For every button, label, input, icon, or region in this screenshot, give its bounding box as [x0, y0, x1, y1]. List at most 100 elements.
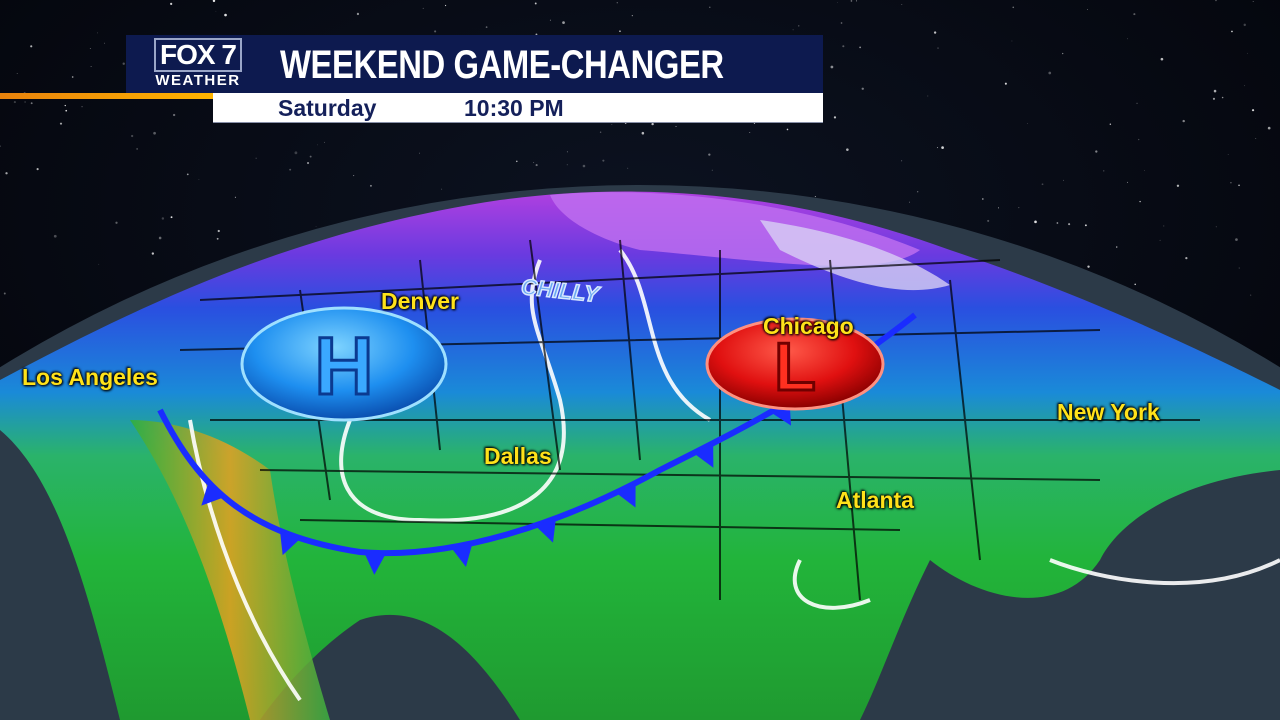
star: [562, 21, 565, 25]
cold-front-triangle: [201, 482, 225, 506]
star: [1004, 82, 1007, 85]
star: [5, 172, 8, 175]
star: [289, 168, 292, 171]
star: [1127, 181, 1129, 183]
star: [217, 229, 220, 233]
star: [1048, 71, 1052, 75]
star: [216, 237, 219, 240]
star: [422, 7, 424, 9]
cold-front-triangle: [615, 482, 636, 508]
star: [315, 225, 317, 227]
star: [619, 30, 621, 33]
star: [1163, 225, 1165, 227]
star: [1243, 23, 1246, 27]
star: [306, 162, 310, 165]
star: [13, 101, 16, 104]
star: [97, 32, 99, 34]
star: [36, 168, 39, 171]
star: [186, 173, 189, 176]
city-chicago: Chicago: [763, 313, 854, 339]
star: [1160, 57, 1164, 61]
star: [837, 1, 838, 3]
star: [1087, 265, 1090, 268]
star: [1267, 126, 1271, 130]
star: [53, 234, 57, 238]
subtitle-bar: [213, 93, 823, 123]
star: [1212, 97, 1216, 100]
star: [797, 25, 800, 27]
star: [1034, 220, 1037, 224]
star: [997, 207, 1000, 209]
star: [89, 48, 91, 49]
star: [786, 128, 789, 131]
low-pressure: L: [705, 317, 885, 411]
star: [936, 147, 939, 149]
city-atlanta: Atlanta: [836, 487, 914, 513]
title-bar: [126, 35, 823, 93]
star: [98, 263, 100, 265]
star: [1103, 170, 1105, 172]
star: [1041, 183, 1044, 186]
star: [170, 2, 173, 5]
star: [324, 141, 325, 143]
star: [1231, 30, 1233, 33]
star: [846, 148, 849, 151]
star: [172, 113, 176, 117]
star: [566, 164, 568, 166]
star: [1084, 224, 1087, 227]
page-title: WEEKEND GAME-CHANGER: [280, 43, 724, 87]
star: [30, 102, 33, 105]
star: [987, 219, 990, 222]
star: [16, 73, 18, 75]
star: [122, 62, 125, 65]
accent-line: [0, 93, 213, 99]
star: [1247, 52, 1248, 54]
star: [1159, 239, 1161, 241]
star: [627, 167, 629, 169]
high-letter: H: [314, 321, 373, 412]
star: [599, 131, 602, 133]
star: [749, 131, 751, 133]
star: [81, 106, 83, 108]
star: [1011, 40, 1013, 42]
star: [485, 26, 488, 29]
star: [353, 175, 355, 177]
star: [441, 188, 443, 190]
star: [1127, 38, 1128, 40]
star: [709, 6, 711, 8]
star: [833, 116, 837, 119]
city-dallas: Dallas: [484, 443, 552, 469]
star: [131, 134, 134, 138]
star: [927, 95, 929, 97]
fox7-weather-logo: FOX 7 WEATHER: [145, 38, 251, 94]
star: [370, 184, 372, 187]
star: [708, 153, 711, 156]
snow-zone: [760, 220, 950, 291]
star: [711, 169, 713, 171]
star: [309, 155, 312, 158]
star: [161, 217, 165, 220]
star: [1251, 109, 1255, 112]
star: [1087, 9, 1088, 10]
star: [30, 45, 33, 48]
star: [675, 126, 677, 127]
star: [104, 42, 106, 44]
star: [255, 157, 257, 159]
star: [1244, 85, 1246, 87]
star: [1018, 207, 1020, 209]
star: [0, 145, 1, 147]
star: [158, 236, 162, 240]
star: [631, 15, 633, 17]
star: [65, 109, 68, 112]
star: [1215, 226, 1217, 228]
star: [59, 122, 63, 125]
star: [842, 45, 845, 48]
globe: [0, 185, 1280, 720]
star: [1144, 170, 1145, 171]
city-los-angeles: Los Angeles: [22, 364, 158, 390]
star: [445, 4, 447, 7]
cold-front-triangle: [364, 552, 387, 575]
star: [1095, 150, 1098, 153]
star: [1137, 138, 1140, 141]
star: [814, 195, 816, 197]
